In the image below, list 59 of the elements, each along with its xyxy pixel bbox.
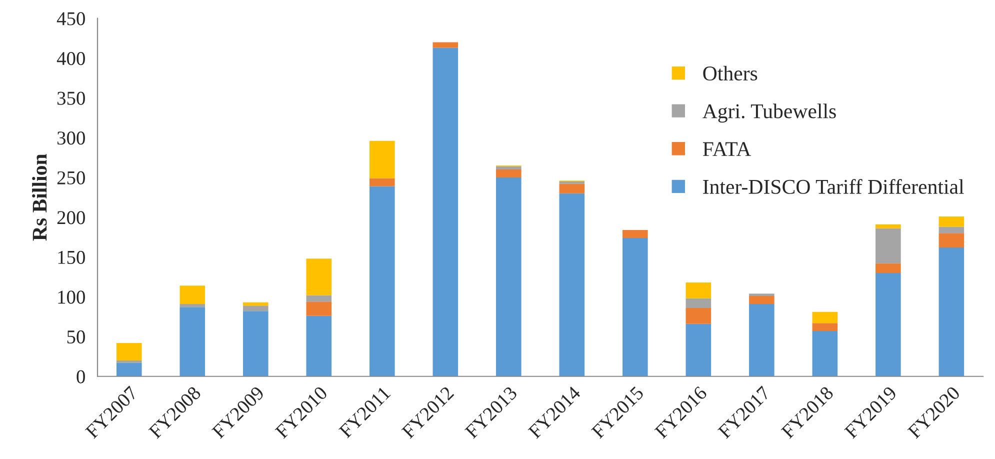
bar bbox=[242, 306, 268, 312]
bar bbox=[116, 342, 142, 360]
legend-label: Inter-DISCO Tariff Differential bbox=[703, 179, 964, 194]
bar bbox=[622, 230, 648, 238]
bar bbox=[876, 228, 901, 264]
bar bbox=[180, 286, 206, 304]
bar bbox=[496, 166, 522, 170]
y-tick-label: 0 bbox=[76, 370, 85, 384]
y-tick-label: 150 bbox=[58, 250, 85, 264]
legend-label: FATA bbox=[702, 142, 752, 156]
bar bbox=[812, 331, 838, 376]
bar bbox=[116, 362, 142, 376]
bar bbox=[812, 312, 838, 324]
bar bbox=[370, 140, 395, 178]
bar bbox=[432, 42, 458, 48]
bar bbox=[306, 316, 332, 376]
y-tick-label: 400 bbox=[56, 52, 85, 66]
bar bbox=[116, 360, 142, 363]
bar bbox=[242, 311, 268, 376]
bar bbox=[180, 304, 206, 308]
bar bbox=[938, 233, 964, 248]
bar bbox=[180, 307, 206, 376]
y-tick-label: 300 bbox=[57, 132, 85, 145]
bar bbox=[306, 295, 332, 302]
bar bbox=[812, 323, 838, 332]
y-tick-label: 250 bbox=[57, 171, 85, 184]
bar bbox=[938, 226, 964, 234]
legend-label: Agri. Tubewells bbox=[702, 104, 836, 123]
y-tick-label: 450 bbox=[56, 12, 85, 26]
bar bbox=[306, 302, 332, 316]
bar bbox=[938, 247, 964, 376]
bar bbox=[559, 184, 585, 194]
bar bbox=[370, 186, 395, 376]
bar bbox=[686, 324, 712, 376]
bar bbox=[559, 193, 585, 376]
bar bbox=[876, 272, 901, 376]
bar bbox=[306, 258, 332, 296]
bar bbox=[432, 48, 458, 376]
bar bbox=[622, 238, 648, 376]
bar bbox=[749, 294, 774, 296]
y-tick-label: 50 bbox=[67, 330, 85, 344]
y-axis-title: Rs Billion bbox=[32, 154, 47, 241]
bar bbox=[686, 308, 712, 324]
bar bbox=[749, 296, 774, 304]
legend-label: Others bbox=[703, 66, 758, 81]
bar bbox=[496, 177, 522, 376]
y-tick-label: 350 bbox=[57, 92, 85, 105]
bar bbox=[686, 282, 712, 298]
y-tick-label: 100 bbox=[58, 290, 85, 304]
bar bbox=[686, 298, 712, 308]
bar bbox=[370, 178, 395, 186]
bar bbox=[559, 181, 585, 184]
bar bbox=[876, 224, 901, 228]
bar bbox=[242, 302, 268, 306]
bar bbox=[749, 304, 774, 376]
bar bbox=[876, 263, 901, 273]
bar bbox=[938, 216, 964, 227]
bar bbox=[496, 170, 522, 178]
y-tick-label: 200 bbox=[57, 211, 85, 224]
